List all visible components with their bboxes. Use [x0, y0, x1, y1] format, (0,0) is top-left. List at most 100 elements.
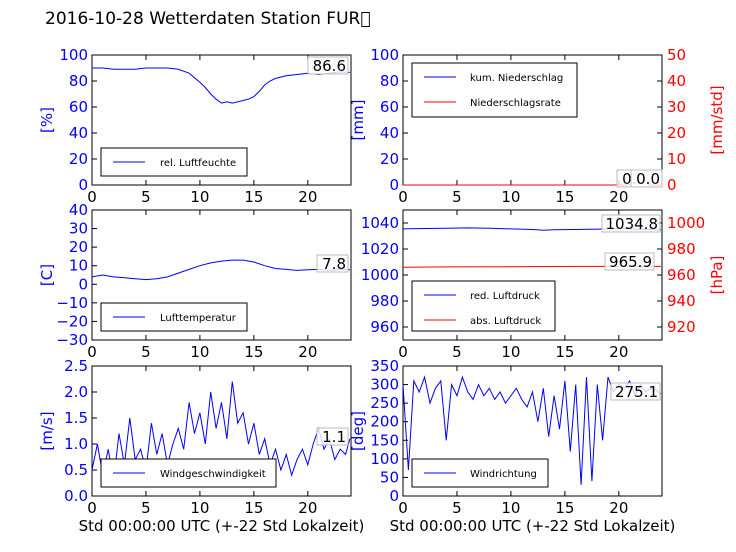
- y2-tick-label: 920: [667, 318, 696, 336]
- value-annotation-box: [630, 169, 663, 188]
- y-tick-label: 80: [380, 72, 399, 90]
- legend-label: abs. Luftdruck: [470, 316, 541, 327]
- value-annotation-box: [610, 382, 661, 401]
- x-tick-label: 15: [244, 188, 263, 206]
- y-tick-label: −20: [56, 312, 88, 330]
- y-tick-label: 60: [380, 98, 399, 116]
- legend-label: Lufttemperatur: [160, 313, 237, 324]
- x-tick-label: 10: [501, 499, 520, 517]
- x-tick-label: 15: [555, 343, 574, 361]
- y2-tick-label: 50: [667, 46, 686, 64]
- figure-title: 2016-10-28 Wetterdaten Station FUR : [45, 9, 371, 29]
- value-annotation: 1.1: [322, 428, 346, 446]
- y2-tick-label: 940: [667, 292, 696, 310]
- y-tick-label: 0: [78, 176, 88, 194]
- value-annotation-box: [601, 214, 661, 233]
- y-tick-label: 100: [370, 450, 399, 468]
- x-tick-label: 15: [244, 499, 263, 517]
- legend-label: red. Luftdruck: [470, 291, 540, 302]
- series-line-1: [92, 67, 350, 104]
- y-axis-label: [deg]: [349, 411, 367, 451]
- x-tick-label: 5: [141, 188, 151, 206]
- y-tick-label: 20: [380, 150, 399, 168]
- y2-tick-label: 20: [667, 124, 686, 142]
- value-annotation-box: [316, 254, 349, 273]
- y-tick-label: 1.5: [64, 409, 88, 427]
- legend-box: [411, 458, 549, 488]
- y2-tick-label: 30: [667, 98, 686, 116]
- x-tick-label: 20: [609, 343, 628, 361]
- x-tick-label: 20: [298, 499, 317, 517]
- y2-axis-label: [mm/std]: [708, 85, 726, 154]
- x-tick-label: 15: [555, 499, 574, 517]
- y-tick-label: 200: [370, 413, 399, 431]
- x-tick-label: 20: [609, 188, 628, 206]
- y-tick-label: 100: [370, 46, 399, 64]
- y-tick-label: 1.0: [64, 435, 88, 453]
- y-tick-label: 0: [78, 275, 88, 293]
- x-tick-label: 0: [398, 343, 408, 361]
- legend-box: [411, 62, 578, 118]
- x-tick-label: 5: [452, 499, 462, 517]
- value-annotation: 86.6: [313, 57, 346, 75]
- y-axis-label: [%]: [38, 107, 56, 133]
- x-axis-label: Std 00:00:00 UTC (+-22 Std Lokalzeit): [79, 517, 365, 535]
- x-tick-label: 20: [609, 499, 628, 517]
- x-tick-label: 5: [452, 343, 462, 361]
- value-annotation-box: [316, 427, 349, 446]
- y-tick-label: 40: [380, 124, 399, 142]
- y-tick-label: 10: [69, 257, 88, 275]
- y-tick-label: 30: [69, 220, 88, 238]
- y2-tick-label: 980: [667, 240, 696, 258]
- y-tick-label: 2.5: [64, 357, 88, 375]
- plot-frame: [91, 54, 352, 186]
- y-tick-label: 150: [370, 431, 399, 449]
- value-annotation: 275.1: [615, 383, 658, 401]
- legend-label: rel. Luftfeuchte: [160, 158, 236, 169]
- y-tick-label: 1040: [361, 214, 399, 232]
- plot-frame: [91, 365, 352, 497]
- y-tick-label: 300: [370, 376, 399, 394]
- x-tick-label: 0: [87, 343, 97, 361]
- y-tick-label: 0: [389, 176, 399, 194]
- y-tick-label: 0.0: [64, 487, 88, 505]
- x-tick-label: 0: [398, 499, 408, 517]
- value-annotation: 7.8: [322, 255, 346, 273]
- x-tick-label: 15: [555, 188, 574, 206]
- value-annotation-box: [604, 252, 655, 271]
- value-annotation: 1034.8: [606, 215, 659, 233]
- legend-label: Niederschlagsrate: [470, 98, 561, 109]
- y-tick-label: 50: [380, 468, 399, 486]
- y-tick-label: 100: [59, 46, 88, 64]
- y-tick-label: 1000: [361, 266, 399, 284]
- x-tick-label: 5: [141, 343, 151, 361]
- y2-tick-label: 960: [667, 266, 696, 284]
- y2-tick-label: 10: [667, 150, 686, 168]
- y-tick-label: 20: [69, 150, 88, 168]
- x-tick-label: 10: [190, 343, 209, 361]
- series-line-1: [91, 259, 350, 281]
- x-tick-label: 0: [87, 499, 97, 517]
- x-tick-label: 15: [244, 343, 263, 361]
- legend-box: [411, 280, 556, 332]
- x-tick-label: 5: [141, 499, 151, 517]
- x-tick-label: 5: [452, 188, 462, 206]
- x-tick-label: 10: [190, 188, 209, 206]
- x-tick-label: 10: [190, 499, 209, 517]
- y-tick-label: 20: [69, 238, 88, 256]
- value-annotation: 965.9: [609, 253, 652, 271]
- x-tick-label: 0: [398, 188, 408, 206]
- y-tick-label: 40: [69, 124, 88, 142]
- y-tick-label: −30: [56, 331, 88, 349]
- y-tick-label: 60: [69, 98, 88, 116]
- y-tick-label: 1020: [361, 240, 399, 258]
- y-tick-label: 350: [370, 357, 399, 375]
- value-annotation: 0.0: [636, 170, 660, 188]
- y-axis-label: [mm]: [349, 100, 367, 141]
- x-axis-label: Std 00:00:00 UTC (+-22 Std Lokalzeit): [390, 517, 676, 535]
- y-tick-label: 960: [370, 318, 399, 336]
- y-tick-label: −10: [56, 294, 88, 312]
- value-annotation-box: [307, 56, 349, 75]
- x-tick-label: 20: [298, 188, 317, 206]
